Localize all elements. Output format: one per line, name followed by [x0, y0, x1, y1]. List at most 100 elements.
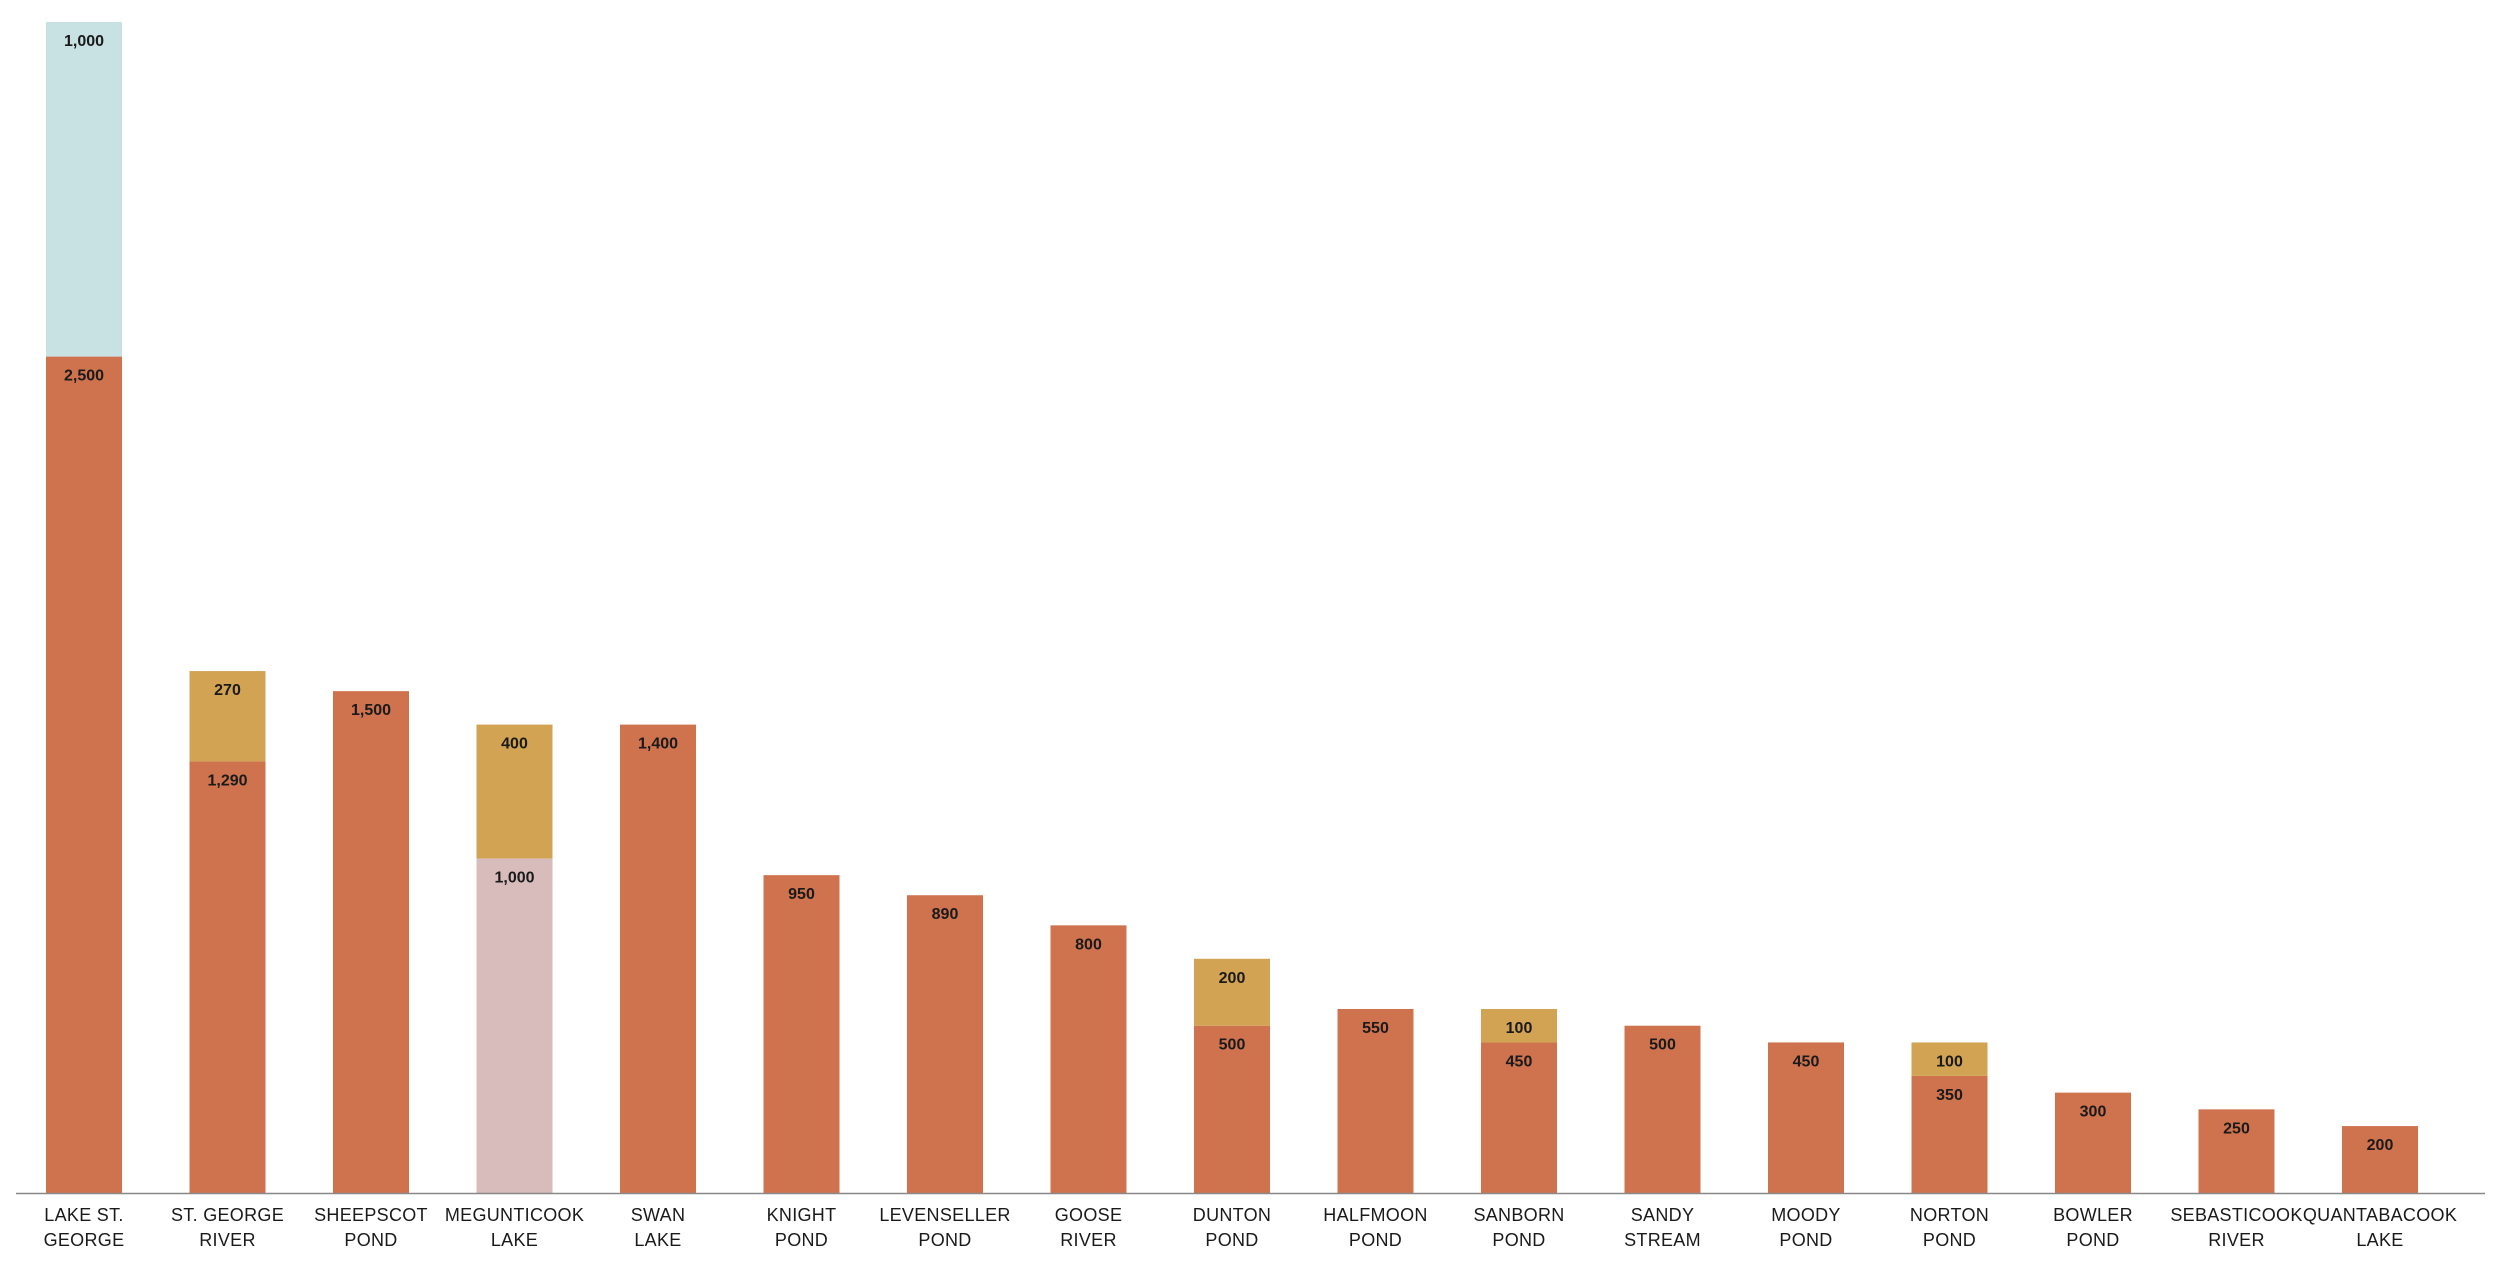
category-label-line: NORTON — [1910, 1205, 1989, 1225]
data-label-sheepscot-pond-1: 1,500 — [351, 702, 391, 719]
data-label-goose-river-1: 800 — [1075, 936, 1102, 953]
bar-segment-sanborn-pond-2 — [1481, 1008, 1557, 1043]
category-label-halfmoon-pond: HALFMOON POND — [1323, 1205, 1427, 1250]
bar-segment-quantabacook-lake-1 — [2342, 1126, 2418, 1193]
category-label-line: POND — [344, 1230, 397, 1250]
category-label-moody-pond: MOODY POND — [1771, 1205, 1841, 1250]
category-label-megunticook-lake: MEGUNTICOOK LAKE — [445, 1205, 584, 1250]
category-label-levenseller-pond: LEVENSELLER POND — [879, 1205, 1010, 1250]
bar-segment-lake-st-george-2 — [46, 22, 122, 357]
data-label-swan-lake-1: 1,400 — [638, 736, 678, 753]
category-label-line: KNIGHT — [767, 1205, 837, 1225]
category-label-quantabacook-lake: QUANTABACOOK LAKE — [2303, 1205, 2457, 1250]
category-label-lake-st-george: LAKE ST. GEORGE — [44, 1205, 125, 1250]
category-label-line: POND — [1349, 1230, 1402, 1250]
category-label-line: POND — [2066, 1230, 2119, 1250]
bar-segment-dunton-pond-1 — [1194, 1025, 1270, 1193]
bar-segment-megunticook-lake-1 — [476, 858, 553, 1193]
data-label-levenseller-pond-1: 890 — [932, 906, 959, 923]
category-label-norton-pond: NORTON POND — [1910, 1205, 1989, 1250]
value-labels-layer: 2,500 1,000 1,290 270 1,500 1,000 400 1,400 950 8… — [64, 33, 2393, 1154]
category-label-line: LAKE — [2356, 1230, 2403, 1250]
bar-segment-lake-st-george-1 — [46, 356, 122, 1194]
data-label-sanborn-pond-2: 100 — [1506, 1020, 1533, 1037]
category-label-line: SEBASTICOOK — [2170, 1205, 2302, 1225]
bar-segment-swan-lake-1 — [620, 724, 696, 1193]
category-label-line: POND — [775, 1230, 828, 1250]
data-label-st-george-river-1: 1,290 — [207, 772, 247, 789]
category-label-line: GOOSE — [1055, 1205, 1123, 1225]
category-label-sebasticook-river: SEBASTICOOK RIVER — [2170, 1205, 2302, 1250]
bar-segment-halfmoon-pond-1 — [1337, 1008, 1414, 1193]
bar-segment-goose-river-1 — [1050, 925, 1127, 1193]
category-label-line: BOWLER — [2053, 1205, 2133, 1225]
category-label-line: RIVER — [199, 1230, 256, 1250]
category-label-sandy-stream: SANDY STREAM — [1624, 1205, 1701, 1250]
data-label-norton-pond-2: 100 — [1936, 1053, 1963, 1070]
bars-layer — [46, 22, 2418, 1194]
category-label-line: SANBORN — [1473, 1205, 1564, 1225]
data-label-quantabacook-lake-1: 200 — [2367, 1137, 2394, 1154]
bar-segment-sanborn-pond-1 — [1481, 1042, 1557, 1193]
bar-segment-moody-pond-1 — [1768, 1042, 1844, 1193]
category-label-line: POND — [1923, 1230, 1976, 1250]
data-label-megunticook-lake-1: 1,000 — [494, 869, 534, 886]
bar-segment-norton-pond-2 — [1911, 1042, 1988, 1076]
data-label-sebasticook-river-1: 250 — [2223, 1120, 2250, 1137]
category-label-line: MEGUNTICOOK — [445, 1205, 584, 1225]
category-label-line: LAKE — [634, 1230, 681, 1250]
category-label-line: SHEEPSCOT — [314, 1205, 428, 1225]
category-label-st-george-river: ST. GEORGE RIVER — [171, 1205, 284, 1250]
data-label-norton-pond-1: 350 — [1936, 1087, 1963, 1104]
category-labels-layer: LAKE ST. GEORGE ST. GEORGE RIVER SHEEPSCOT PO… — [44, 1205, 2457, 1250]
category-label-line: QUANTABACOOK — [2303, 1205, 2457, 1225]
bar-segment-dunton-pond-2 — [1194, 958, 1270, 1026]
bar-segment-norton-pond-1 — [1911, 1075, 1988, 1193]
category-label-line: POND — [918, 1230, 971, 1250]
category-label-line: RIVER — [2208, 1230, 2265, 1250]
data-label-dunton-pond-2: 200 — [1219, 970, 1246, 987]
bar-segment-knight-pond-1 — [763, 875, 840, 1193]
category-label-line: STREAM — [1624, 1230, 1701, 1250]
category-label-sanborn-pond: SANBORN POND — [1473, 1205, 1564, 1250]
category-label-line: ST. GEORGE — [171, 1205, 284, 1225]
bar-segment-sebasticook-river-1 — [2198, 1109, 2275, 1193]
category-label-line: GEORGE — [44, 1230, 125, 1250]
bar-segment-megunticook-lake-2 — [476, 724, 553, 859]
data-label-sandy-stream-1: 500 — [1649, 1037, 1676, 1054]
data-label-moody-pond-1: 450 — [1793, 1053, 1820, 1070]
category-label-line: LAKE ST. — [44, 1205, 123, 1225]
data-label-lake-st-george-1: 2,500 — [64, 368, 104, 385]
data-label-dunton-pond-1: 500 — [1219, 1037, 1246, 1054]
category-label-swan-lake: SWAN LAKE — [631, 1205, 686, 1250]
category-label-sheepscot-pond: SHEEPSCOT POND — [314, 1205, 428, 1250]
category-label-dunton-pond: DUNTON POND — [1193, 1205, 1271, 1250]
bar-segment-levenseller-pond-1 — [907, 895, 983, 1193]
data-label-halfmoon-pond-1: 550 — [1362, 1020, 1389, 1037]
category-label-line: DUNTON — [1193, 1205, 1271, 1225]
bar-segment-bowler-pond-1 — [2055, 1092, 2131, 1193]
data-label-knight-pond-1: 950 — [788, 886, 815, 903]
category-label-line: POND — [1779, 1230, 1832, 1250]
bar-segment-sheepscot-pond-1 — [333, 691, 409, 1193]
data-label-lake-st-george-2: 1,000 — [64, 33, 104, 50]
category-label-line: POND — [1492, 1230, 1545, 1250]
data-label-megunticook-lake-2: 400 — [501, 736, 528, 753]
category-label-bowler-pond: BOWLER POND — [2053, 1205, 2133, 1250]
bar-segment-sandy-stream-1 — [1624, 1025, 1701, 1193]
category-label-line: MOODY — [1771, 1205, 1841, 1225]
category-label-line: RIVER — [1060, 1230, 1117, 1250]
bar-segment-st-george-river-1 — [189, 761, 266, 1193]
category-label-line: LEVENSELLER — [879, 1205, 1010, 1225]
category-label-knight-pond: KNIGHT POND — [767, 1205, 837, 1250]
data-label-bowler-pond-1: 300 — [2080, 1104, 2107, 1121]
data-label-st-george-river-2: 270 — [214, 682, 241, 699]
category-label-line: HALFMOON — [1323, 1205, 1427, 1225]
category-label-line: SANDY — [1631, 1205, 1695, 1225]
category-label-line: LAKE — [491, 1230, 538, 1250]
data-label-sanborn-pond-1: 450 — [1506, 1053, 1533, 1070]
bar-segment-st-george-river-2 — [189, 671, 266, 762]
category-label-goose-river: GOOSE RIVER — [1055, 1205, 1123, 1250]
